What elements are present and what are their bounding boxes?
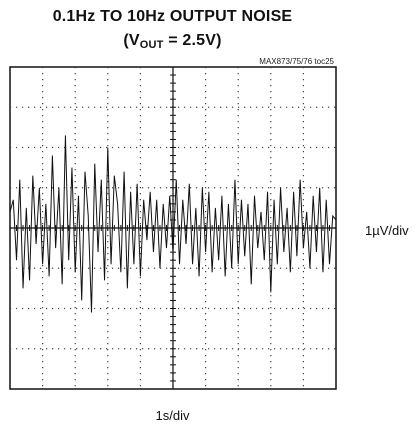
chart-subtitle: (VOUT = 2.5V) xyxy=(123,32,222,51)
axis-ticks xyxy=(9,66,337,390)
figure-code: MAX873/75/76 toc25 xyxy=(259,57,334,66)
y-axis-label: 1µV/div xyxy=(365,223,409,238)
noise-trace xyxy=(9,135,337,313)
chart-title: 0.1Hz TO 10Hz OUTPUT NOISE xyxy=(52,8,293,25)
x-axis-label: 1s/div xyxy=(155,408,190,423)
